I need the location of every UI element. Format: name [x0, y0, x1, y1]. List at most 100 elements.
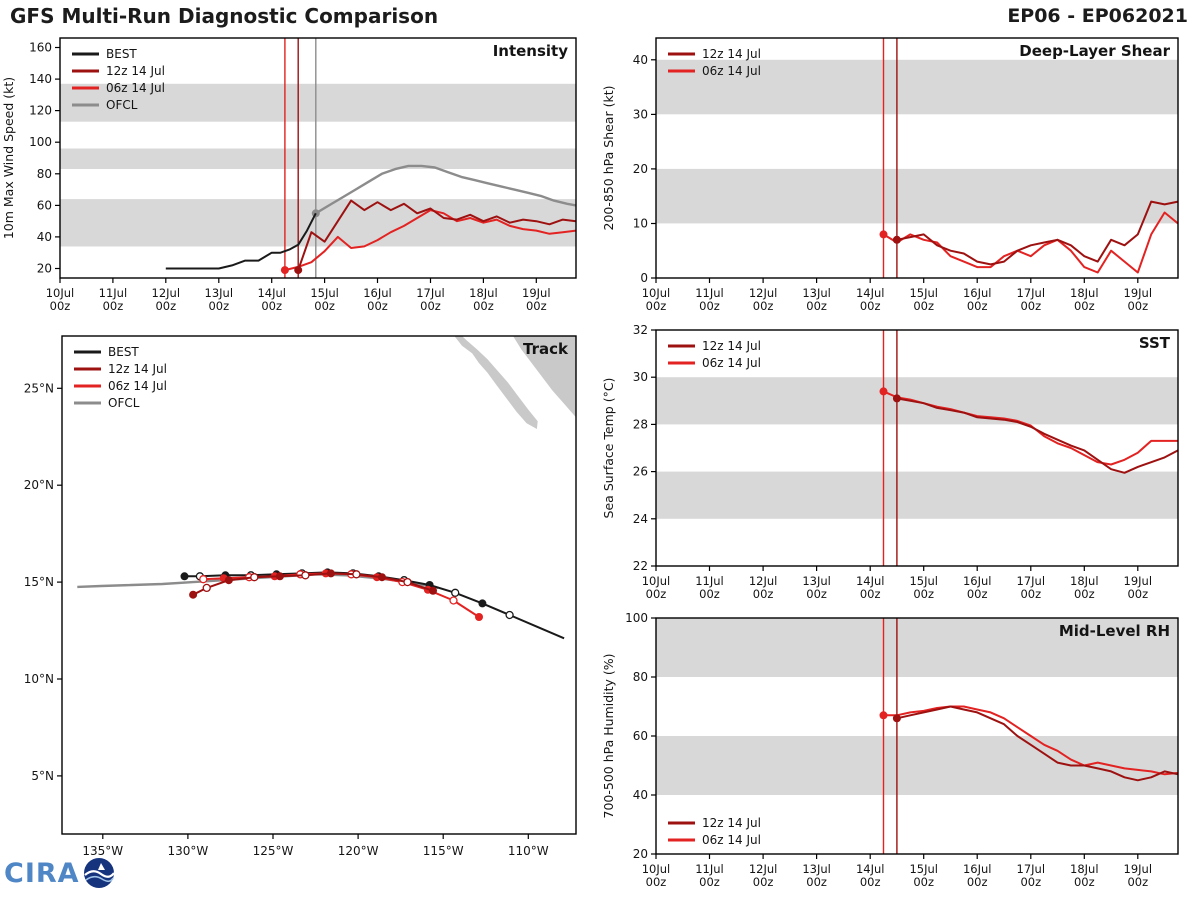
- legend-label: BEST: [108, 345, 139, 359]
- y-tick-label: 40: [633, 788, 648, 802]
- y-axis-label: Sea Surface Temp (°C): [601, 378, 616, 519]
- x-tick-day: 18Jul: [469, 286, 498, 300]
- x-tick-label: 115°W: [423, 844, 464, 858]
- x-tick-hour: 00z: [1074, 875, 1095, 889]
- legend-label: 12z 14 Jul: [108, 362, 167, 376]
- x-tick-day: 19Jul: [1124, 286, 1153, 300]
- track-point-run12: [275, 572, 284, 581]
- shaded-band: [656, 59, 1178, 115]
- x-tick-hour: 00z: [526, 299, 547, 313]
- track-point-best: [505, 610, 514, 620]
- legend-label: 06z 14 Jul: [108, 379, 167, 393]
- series-run12: [896, 705, 1179, 782]
- x-tick-hour: 00z: [103, 299, 124, 313]
- x-tick-hour: 00z: [1020, 299, 1041, 313]
- track-point-run06: [475, 613, 483, 621]
- x-tick-day: 16Jul: [363, 286, 392, 300]
- x-tick-hour: 00z: [913, 587, 934, 601]
- y-tick-label: 20°N: [24, 478, 54, 492]
- x-tick-day: 16Jul: [963, 862, 992, 876]
- chart-title: SST: [1139, 334, 1171, 352]
- figure-title: GFS Multi-Run Diagnostic Comparison: [10, 4, 439, 28]
- x-tick-day: 11Jul: [99, 286, 128, 300]
- y-tick-label: 30: [633, 107, 648, 121]
- x-tick-day: 13Jul: [802, 862, 831, 876]
- y-tick-label: 100: [29, 135, 52, 149]
- legend-label: OFCL: [108, 396, 140, 410]
- track-point-run12: [403, 577, 412, 587]
- x-tick-hour: 00z: [806, 587, 827, 601]
- x-tick-day: 18Jul: [1070, 286, 1099, 300]
- y-tick-label: 28: [633, 417, 648, 431]
- track-point-run12: [429, 586, 437, 595]
- track-point-best: [478, 599, 487, 608]
- x-tick-hour: 00z: [1020, 875, 1041, 889]
- x-tick-hour: 00z: [1020, 587, 1041, 601]
- x-tick-hour: 00z: [753, 299, 774, 313]
- x-tick-day: 17Jul: [416, 286, 445, 300]
- y-tick-label: 60: [633, 729, 648, 743]
- x-tick-hour: 00z: [1127, 299, 1148, 313]
- axes-frame: [61, 335, 577, 835]
- sst-chart: 22242628303210Jul00z11Jul00z12Jul00z13Ju…: [601, 323, 1179, 601]
- init-marker-run06: [879, 387, 888, 396]
- x-tick-hour: 00z: [314, 299, 335, 313]
- deep-layer-shear-chart: 01020304010Jul00z11Jul00z12Jul00z13Jul00…: [601, 37, 1179, 313]
- series-run12: [896, 397, 1179, 474]
- x-tick-day: 12Jul: [749, 862, 778, 876]
- series-run12: [896, 200, 1179, 266]
- x-tick-hour: 00z: [50, 299, 71, 313]
- legend-label: 06z 14 Jul: [106, 81, 165, 95]
- x-tick-label: 130°W: [168, 844, 209, 858]
- x-tick-day: 19Jul: [1124, 574, 1153, 588]
- x-tick-hour: 00z: [155, 299, 176, 313]
- x-tick-label: 125°W: [253, 844, 294, 858]
- x-tick-hour: 00z: [753, 587, 774, 601]
- x-tick-day: 17Jul: [1017, 286, 1046, 300]
- track-point-best: [180, 572, 189, 581]
- landmass: [454, 336, 538, 429]
- x-tick-day: 17Jul: [1017, 574, 1046, 588]
- storm-id: EP06 - EP062021: [1007, 5, 1188, 27]
- series-run06: [284, 209, 577, 272]
- shaded-band: [60, 199, 576, 247]
- x-tick-day: 14Jul: [856, 574, 885, 588]
- figure-header: GFS Multi-Run Diagnostic Comparison EP06…: [0, 0, 1200, 30]
- y-tick-label: 80: [37, 167, 52, 181]
- x-tick-label: 135°W: [82, 844, 123, 858]
- x-tick-day: 13Jul: [802, 574, 831, 588]
- x-tick-day: 17Jul: [1017, 862, 1046, 876]
- legend-label: OFCL: [106, 98, 138, 112]
- init-marker-run12: [892, 394, 901, 403]
- shaded-band: [656, 736, 1178, 795]
- init-marker-run06: [879, 711, 888, 720]
- x-tick-day: 18Jul: [1070, 574, 1099, 588]
- y-tick-label: 20: [633, 162, 648, 176]
- x-tick-hour: 00z: [860, 587, 881, 601]
- x-tick-day: 16Jul: [963, 574, 992, 588]
- track-point-run12: [378, 573, 386, 582]
- x-tick-hour: 00z: [913, 299, 934, 313]
- axes-frame: [59, 37, 577, 279]
- track-point-run06: [199, 575, 208, 584]
- x-tick-hour: 00z: [1074, 587, 1095, 601]
- axes-frame: [655, 329, 1179, 567]
- x-tick-hour: 00z: [806, 299, 827, 313]
- x-tick-hour: 00z: [367, 299, 388, 313]
- init-marker-run12: [892, 235, 901, 244]
- x-tick-hour: 00z: [806, 875, 827, 889]
- series-run12: [297, 199, 577, 271]
- cira-logo: CIRA: [4, 854, 117, 892]
- x-tick-label: 120°W: [338, 844, 379, 858]
- track-point-run12: [202, 583, 211, 593]
- legend-label: 12z 14 Jul: [702, 816, 761, 830]
- x-tick-day: 10Jul: [642, 862, 671, 876]
- y-tick-label: 15°N: [24, 575, 54, 589]
- track-point-run12: [352, 570, 361, 579]
- series-best: [165, 212, 317, 270]
- track-point-best: [451, 588, 460, 597]
- y-tick-label: 10: [633, 217, 648, 231]
- chart-title: Deep-Layer Shear: [1019, 42, 1170, 60]
- y-axis-label: 200-850 hPa Shear (kt): [601, 86, 616, 231]
